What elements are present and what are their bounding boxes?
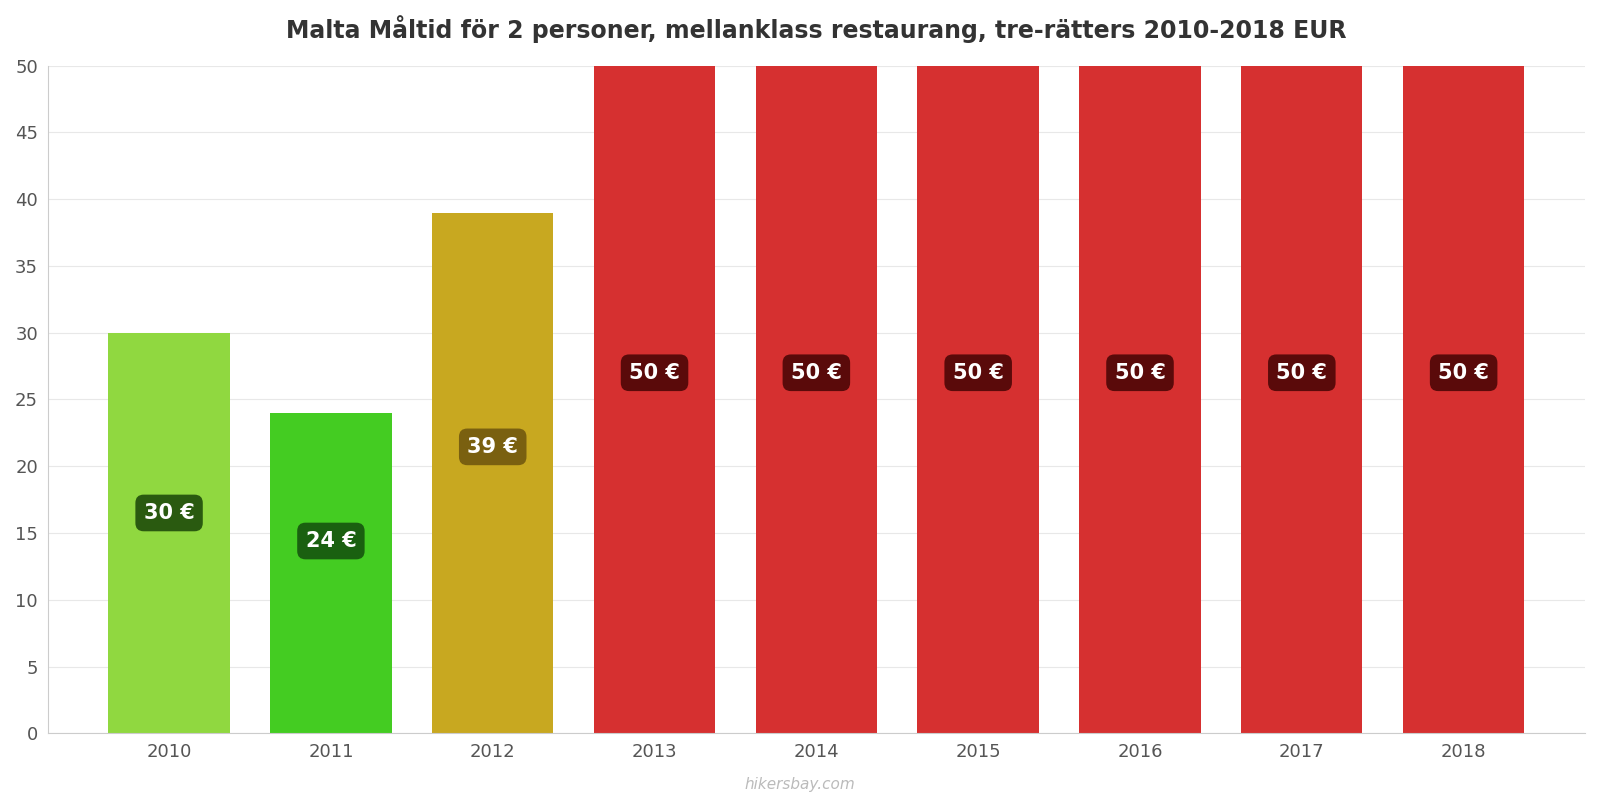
Text: 50 €: 50 € [629,362,680,382]
Bar [1080,66,1200,734]
Text: 39 €: 39 € [467,437,518,457]
Text: hikersbay.com: hikersbay.com [744,777,856,792]
Bar [109,333,230,734]
Text: 50 €: 50 € [1115,362,1165,382]
Text: 30 €: 30 € [144,503,195,523]
Bar [432,213,554,734]
Bar [270,413,392,734]
Bar [1242,66,1363,734]
Bar [917,66,1038,734]
Text: 24 €: 24 € [306,531,357,551]
Title: Malta Måltid för 2 personer, mellanklass restaurang, tre-rätters 2010-2018 EUR: Malta Måltid för 2 personer, mellanklass… [286,15,1347,43]
Bar [755,66,877,734]
Text: 50 €: 50 € [952,362,1003,382]
Text: 50 €: 50 € [790,362,842,382]
Text: 50 €: 50 € [1277,362,1328,382]
Bar [1403,66,1525,734]
Bar [594,66,715,734]
Text: 50 €: 50 € [1438,362,1490,382]
